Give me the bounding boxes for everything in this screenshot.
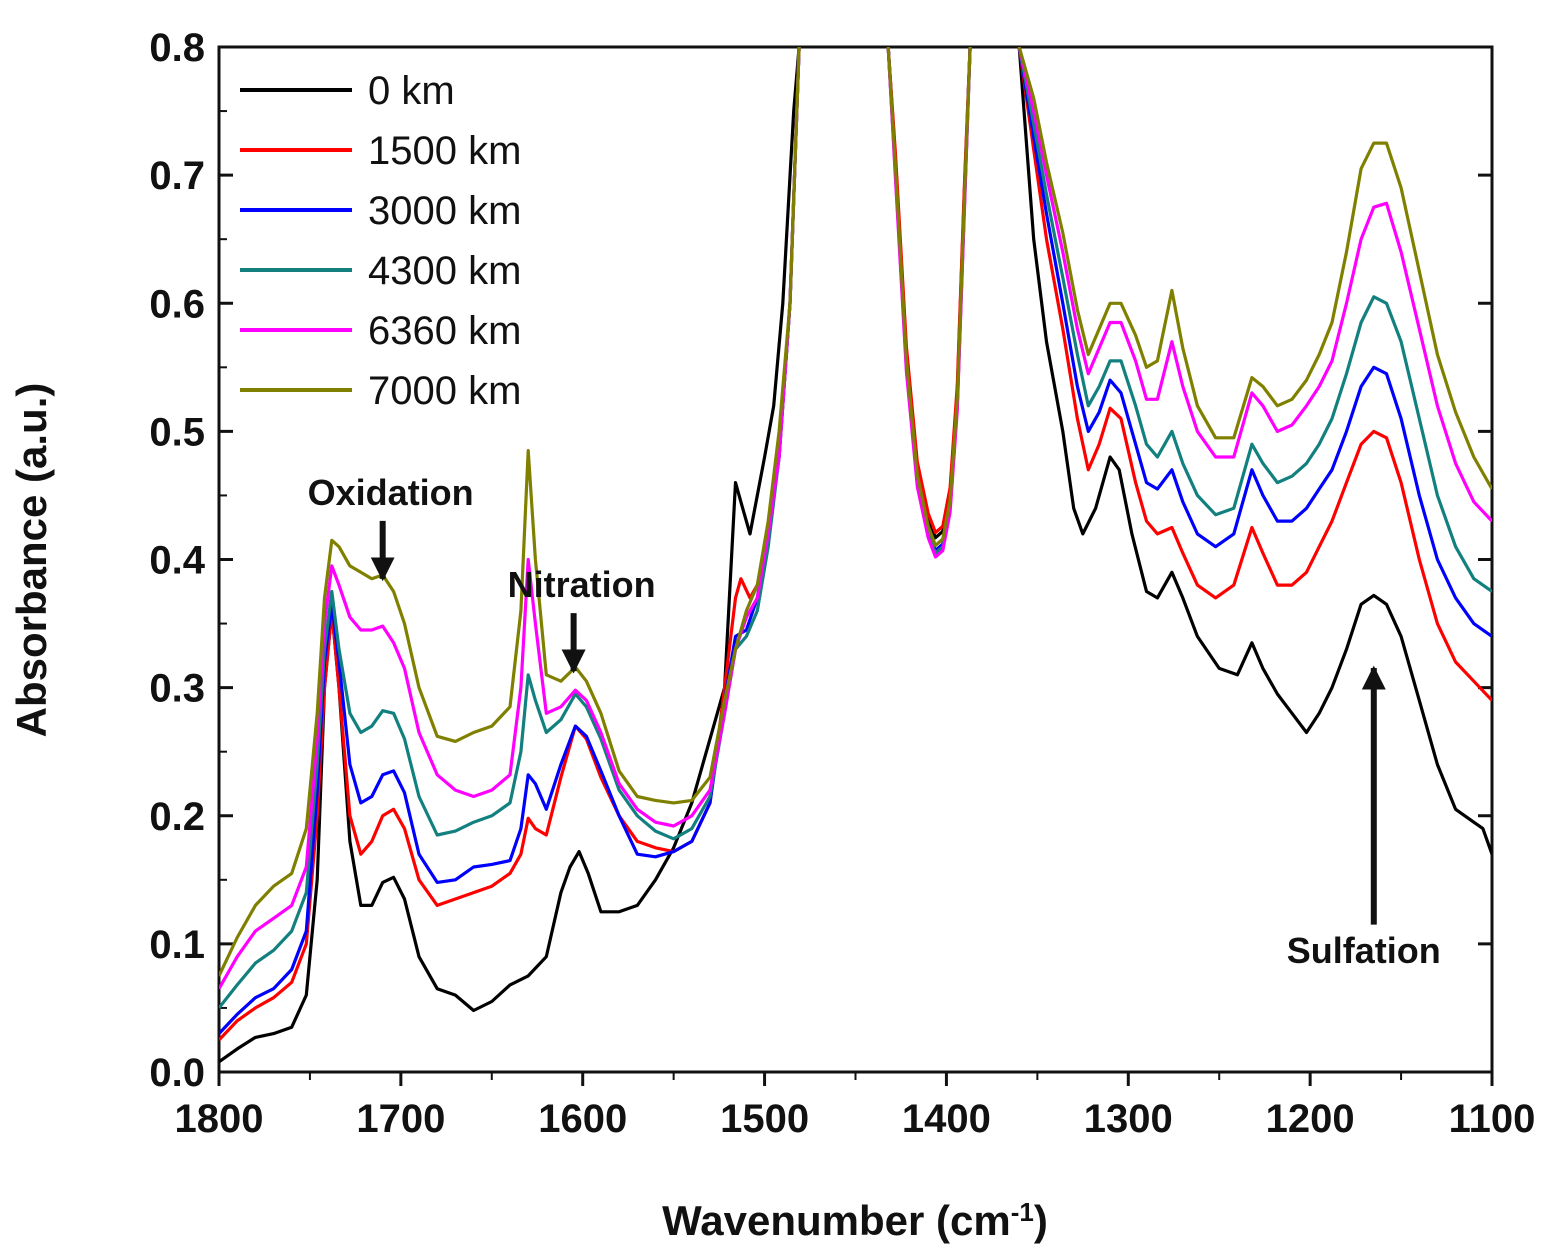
series-line-7000-km-left <box>219 47 801 977</box>
x-tick-label: 1300 <box>1084 1097 1173 1141</box>
series-line-4300-km-center <box>886 47 972 555</box>
y-tick-label: 0.1 <box>149 923 205 967</box>
y-axis-title: Absorbance (a.u.) <box>8 383 55 738</box>
x-axis: 1800 1700 1600 1500 1400 1300 1200 1100 <box>175 1072 1536 1141</box>
y-tick-label: 0.2 <box>149 795 205 839</box>
annotation-layer: Oxidation Nitration Sulfation <box>308 472 1441 971</box>
y-tick-label: 0.7 <box>149 154 205 198</box>
y-tick-label: 0.3 <box>149 667 205 711</box>
y-tick-label: 0.0 <box>149 1051 205 1095</box>
y-tick-label: 0.4 <box>149 539 205 583</box>
x-tick-label: 1200 <box>1266 1097 1355 1141</box>
legend-label-1500-km: 1500 km <box>368 129 521 173</box>
series-layer <box>219 47 1492 1064</box>
series-line-1500-km-right <box>1017 47 1492 702</box>
legend: 0 km 1500 km 3000 km 4300 km 6360 km 7000 km <box>240 69 521 413</box>
x-tick-label: 1700 <box>356 1097 445 1141</box>
y-tick-label: 0.5 <box>149 410 205 454</box>
x-tick-label: 1400 <box>902 1097 991 1141</box>
legend-label-7000-km: 7000 km <box>368 369 521 413</box>
series-line-7000-km-center <box>886 47 972 547</box>
legend-label-6360-km: 6360 km <box>368 309 521 353</box>
series-line-7000-km-right <box>1017 47 1492 490</box>
x-tick-label: 1800 <box>175 1097 264 1141</box>
series-line-6360-km-left <box>219 47 801 990</box>
legend-label-0-km: 0 km <box>368 69 455 113</box>
x-tick-label: 1500 <box>720 1097 809 1141</box>
x-axis-title: Wavenumber (cm-1) <box>662 1197 1048 1244</box>
series-line-3000-km-center <box>886 47 972 553</box>
legend-label-4300-km: 4300 km <box>368 249 521 293</box>
sulfation-label: Sulfation <box>1287 930 1441 971</box>
series-line-3000-km-right <box>1017 47 1492 638</box>
series-line-6360-km-center <box>886 47 972 559</box>
series-line-0-km-right <box>1017 47 1492 855</box>
nitration-label: Nitration <box>508 564 656 605</box>
series-line-1500-km-left <box>219 47 801 1042</box>
series-line-6360-km-right <box>1017 47 1492 523</box>
y-axis: 0.0 0.1 0.2 0.3 0.4 0.5 0.6 0.7 0.8 <box>149 26 1492 1095</box>
x-tick-label: 1600 <box>538 1097 627 1141</box>
legend-label-3000-km: 3000 km <box>368 189 521 233</box>
x-tick-label: 1100 <box>1449 1097 1536 1141</box>
series-line-4300-km-right <box>1017 47 1492 593</box>
oxidation-label: Oxidation <box>308 472 474 513</box>
y-tick-label: 0.8 <box>149 26 205 70</box>
y-tick-label: 0.6 <box>149 282 205 326</box>
